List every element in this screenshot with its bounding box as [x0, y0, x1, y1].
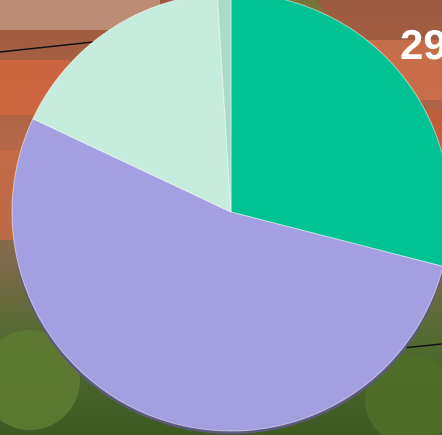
page: {"chart_data": {"type": "pie", "categori…	[0, 0, 442, 435]
data-label: 29	[400, 21, 442, 68]
pie	[12, 0, 442, 431]
chart: 29	[0, 0, 442, 435]
